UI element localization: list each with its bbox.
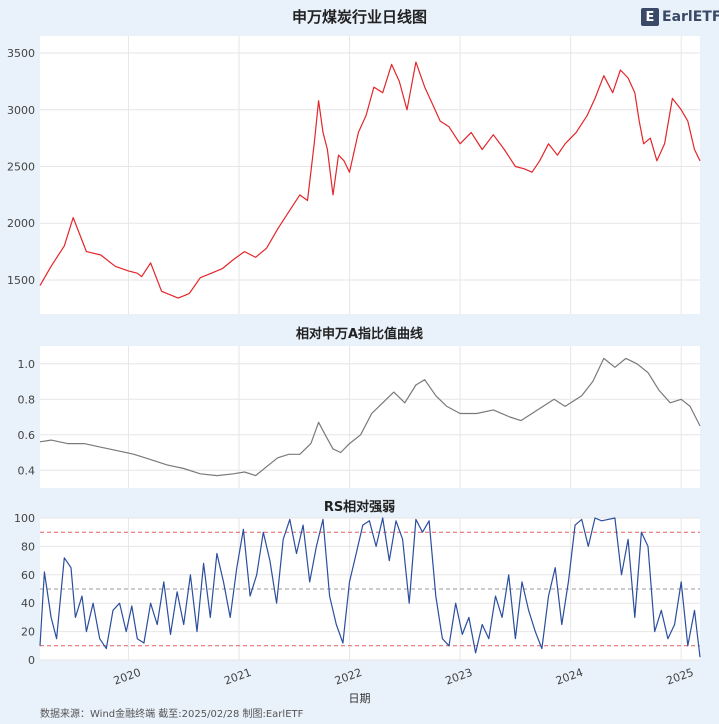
price-y-tick-label: 2500 (7, 160, 35, 173)
price-y-tick-label: 2000 (7, 217, 35, 230)
logo-mark-icon: E (641, 8, 659, 26)
source-footer: 数据来源：Wind金融终端 截至:2025/02/28 制图:EarlETF (40, 709, 304, 720)
x-tick-label: 2023 (444, 666, 475, 688)
rs-y-tick-label: 20 (21, 626, 35, 639)
x-tick-label: 2025 (665, 666, 696, 688)
x-tick-label: 2024 (554, 666, 585, 688)
price-y-tick-label: 1500 (7, 274, 35, 287)
relative-y-tick-label: 0.4 (18, 464, 36, 477)
rs-series-line (39, 517, 701, 658)
series-lines (39, 61, 701, 658)
relative-chart-title: 相对申万A指比值曲线 (295, 327, 424, 342)
price-series-line (39, 61, 701, 299)
price-panel (40, 36, 700, 314)
x-axis-label: 日期 (348, 692, 371, 705)
rs-y-tick-label: 60 (21, 569, 35, 582)
relative-series-line (39, 357, 701, 477)
reference-lines (40, 531, 700, 647)
rs-chart-title: RS相对强弱 (323, 500, 396, 515)
logo-text: EarlETF (662, 9, 719, 25)
relative-y-tick-label: 0.8 (18, 393, 36, 406)
price-y-tick-label: 3000 (7, 104, 35, 117)
x-tick-label: 2020 (112, 666, 143, 688)
relative-y-tick-label: 0.6 (18, 429, 36, 442)
relative-y-tick-label: 1.0 (18, 358, 36, 371)
x-tick-label: 2022 (333, 666, 364, 688)
rs-y-tick-label: 0 (28, 654, 35, 667)
brand-logo: E EarlETF (641, 6, 719, 28)
grid-layer (40, 36, 700, 661)
price-y-tick-label: 3500 (7, 47, 35, 60)
chart-title: 申万煤炭行业日线图 (291, 8, 427, 26)
rs-y-tick-label: 100 (14, 512, 35, 525)
x-tick-label: 2021 (222, 666, 253, 688)
rs-y-tick-label: 40 (21, 597, 35, 610)
rs-y-tick-label: 80 (21, 540, 35, 553)
